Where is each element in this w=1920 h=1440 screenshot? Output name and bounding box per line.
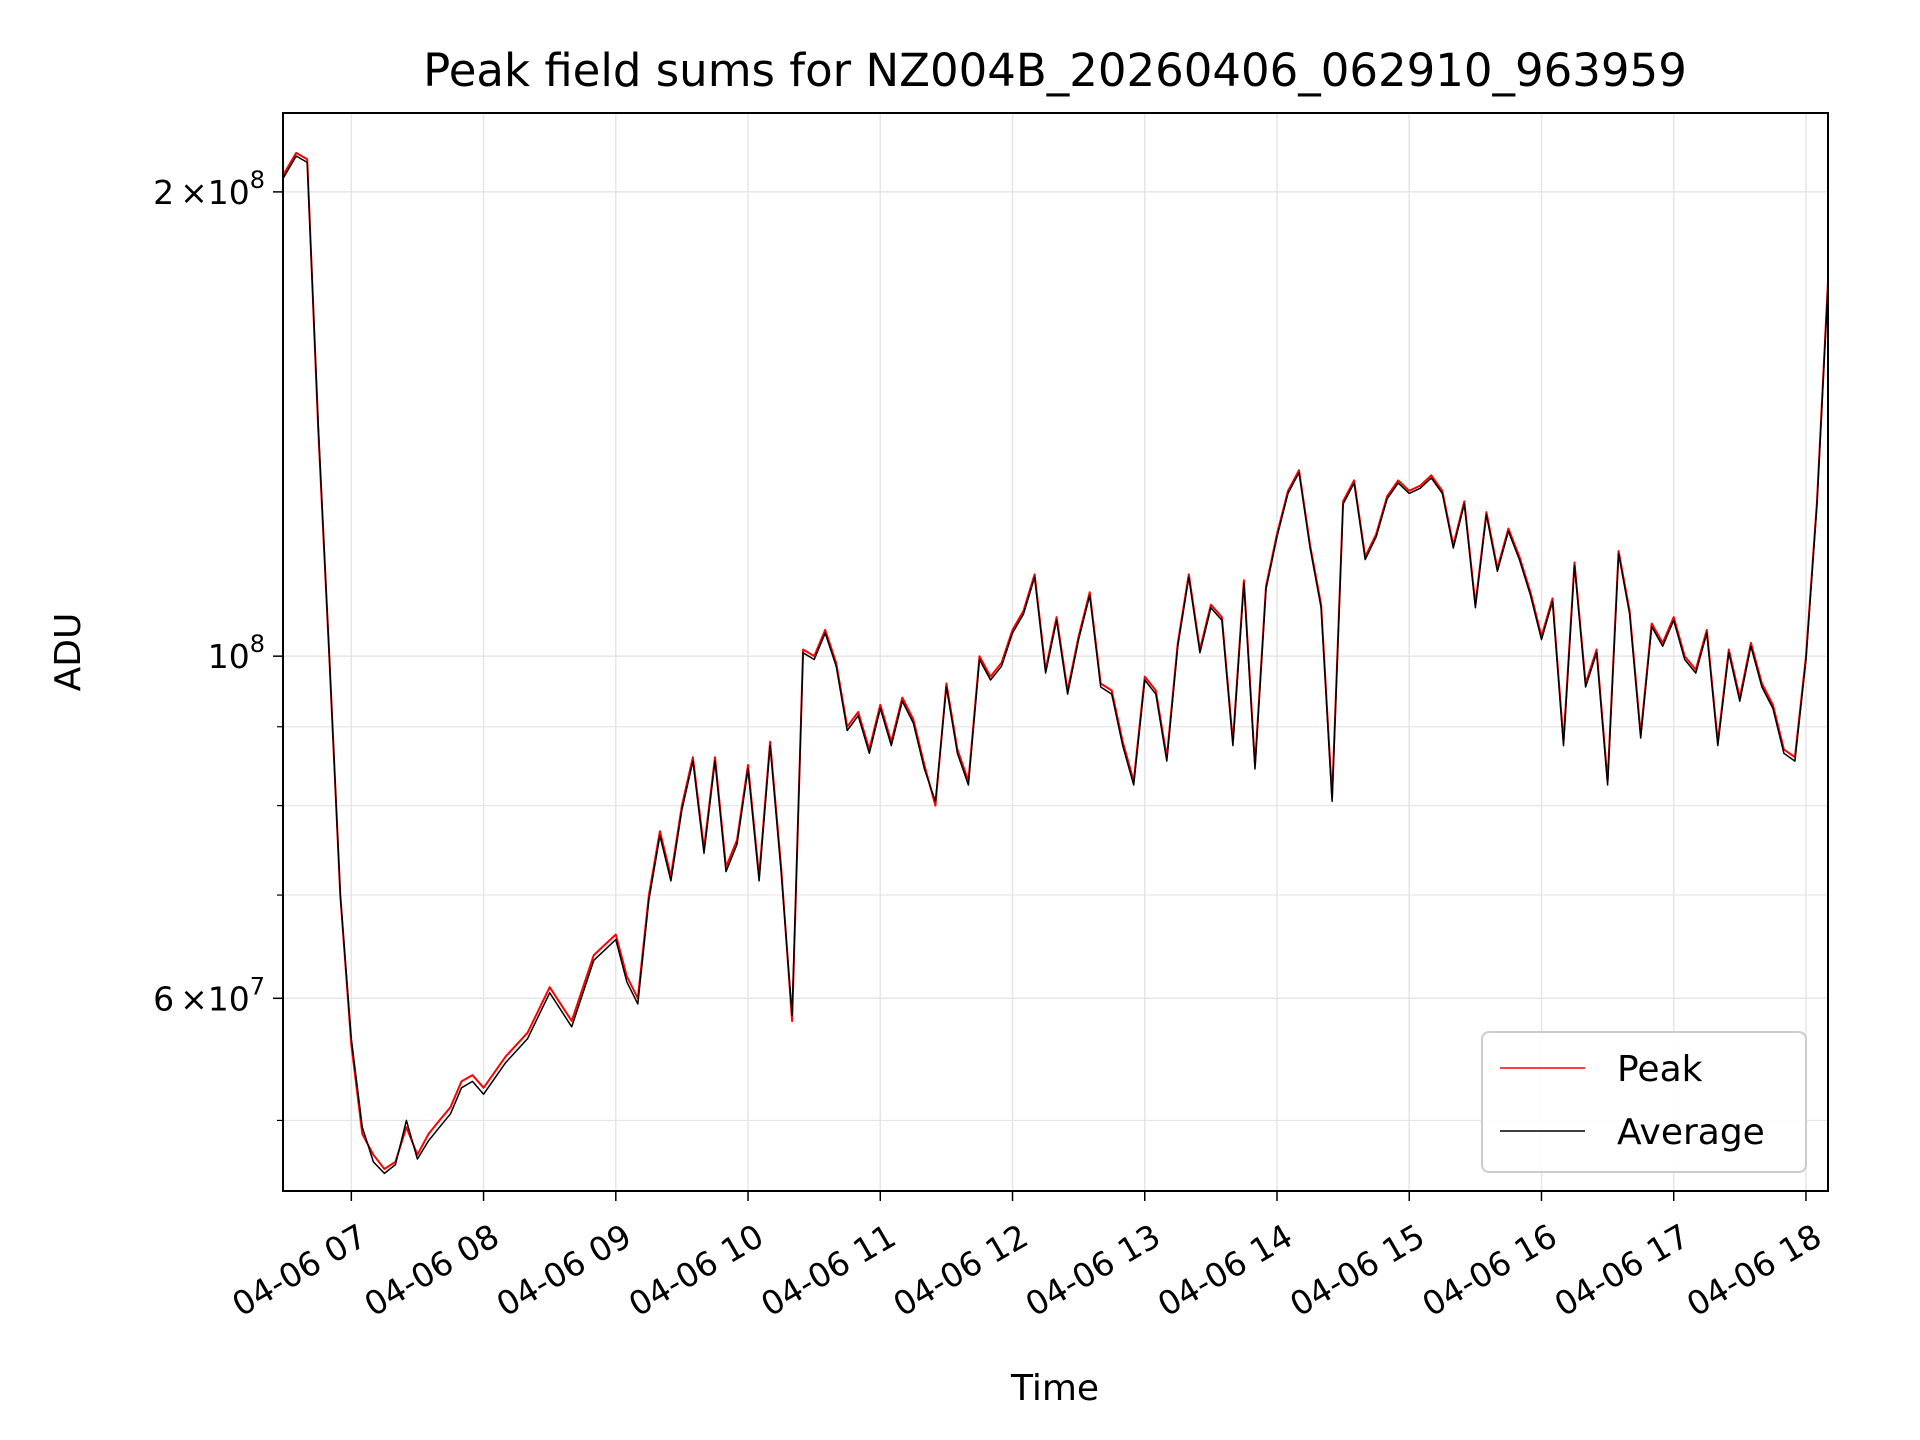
y-tick-base: 10 bbox=[208, 979, 250, 1018]
legend-label-average: Average bbox=[1617, 1112, 1765, 1153]
y-tick-exponent: 8 bbox=[250, 166, 265, 194]
x-axis-label: Time bbox=[1010, 1368, 1099, 1409]
y-tick-mantissa: 6 bbox=[153, 979, 174, 1018]
legend: Peak Average bbox=[1481, 1031, 1807, 1173]
y-tick-label: 2 ×108 bbox=[153, 166, 265, 212]
y-tick-base: 10 bbox=[208, 173, 250, 212]
y-tick-exponent: 8 bbox=[250, 630, 265, 658]
series-layer bbox=[282, 151, 1829, 1175]
y-tick-mantissa: 2 bbox=[153, 173, 174, 212]
legend-label-peak: Peak bbox=[1617, 1049, 1703, 1090]
y-tick-exponent: 7 bbox=[250, 972, 265, 1000]
legend-box bbox=[1481, 1031, 1807, 1173]
y-axis-label: ADU bbox=[48, 613, 89, 692]
y-tick-label: 108 bbox=[208, 630, 265, 676]
plot-frame bbox=[282, 112, 1829, 1192]
series-line-average bbox=[282, 155, 1829, 1175]
y-tick-base: 10 bbox=[208, 637, 250, 676]
y-tick-label: 6 ×107 bbox=[153, 972, 265, 1018]
y-tick-times: × bbox=[180, 979, 208, 1018]
chart-title: Peak field sums for NZ004B_20260406_0629… bbox=[423, 44, 1687, 97]
y-tick-times: × bbox=[180, 173, 208, 212]
